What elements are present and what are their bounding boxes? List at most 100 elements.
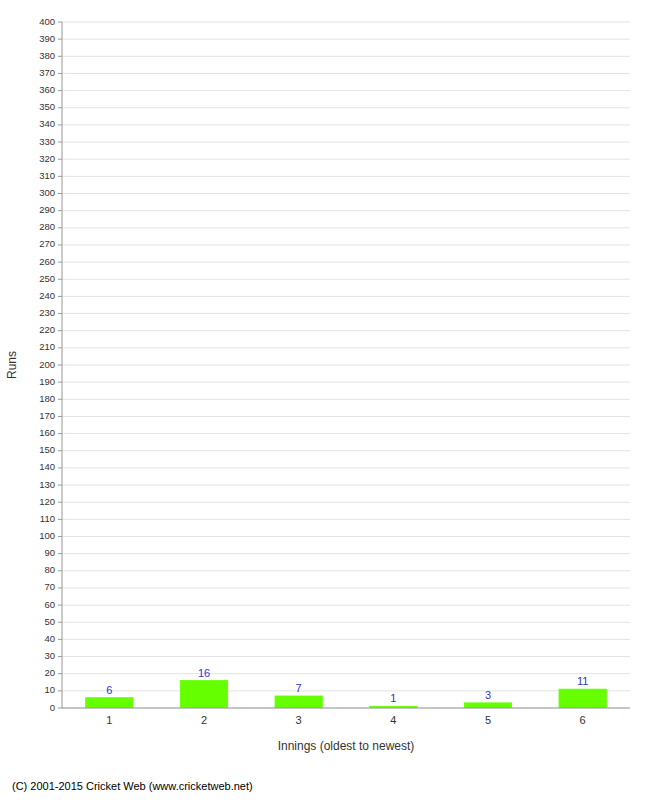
data-label: 1 [390,692,396,704]
grid-line [62,553,630,554]
y-tick [58,502,62,503]
y-tick-label: 40 [44,633,55,644]
y-tick-label: 90 [44,547,55,558]
grid-line [62,502,630,503]
bar [559,689,606,708]
y-tick [58,708,62,709]
y-tick [58,399,62,400]
y-tick-label: 30 [44,650,55,661]
x-axis-label: Innings (oldest to newest) [278,739,415,753]
grid-line [62,90,630,91]
y-tick [58,22,62,23]
y-tick [58,227,62,228]
y-tick [58,485,62,486]
grid-line [62,56,630,57]
grid-line [62,690,630,691]
bar [464,703,511,708]
y-tick-label: 320 [39,153,55,164]
y-tick [58,90,62,91]
grid-line [62,536,630,537]
y-tick [58,107,62,108]
chart-svg: 0102030405060708090100110120130140150160… [0,0,650,800]
y-tick-label: 360 [39,84,55,95]
data-label: 11 [577,675,588,687]
y-tick [58,536,62,537]
y-tick-label: 140 [39,461,55,472]
y-tick [58,433,62,434]
y-tick [58,244,62,245]
x-axis: 123456 [106,714,585,726]
y-tick-label: 310 [39,170,55,181]
y-tick [58,690,62,691]
y-tick [58,159,62,160]
footer-annotation: (C) 2001-2015 Cricket Web (www.cricketwe… [12,780,253,792]
grid-line [62,159,630,160]
y-tick-label: 350 [39,101,55,112]
grid-line [62,382,630,383]
y-tick-label: 10 [44,684,55,695]
y-tick-label: 250 [39,273,55,284]
y-tick [58,347,62,348]
y-tick [58,467,62,468]
grid-line [62,210,630,211]
y-tick-label: 280 [39,221,55,232]
x-tick-label: 4 [390,714,396,726]
grid-line [62,39,630,40]
y-tick [58,416,62,417]
grid-line [62,570,630,571]
y-tick [58,73,62,74]
grid [62,22,630,708]
grid-line [62,124,630,125]
grid-line [62,450,630,451]
y-tick-label: 50 [44,616,55,627]
y-tick [58,656,62,657]
y-tick [58,553,62,554]
y-tick [58,56,62,57]
x-tick-label: 3 [296,714,302,726]
y-tick-label: 60 [44,599,55,610]
y-tick-label: 330 [39,136,55,147]
y-tick-label: 210 [39,341,55,352]
grid-line [62,22,630,23]
y-tick-label: 220 [39,324,55,335]
grid-line [62,227,630,228]
grid-line [62,296,630,297]
x-tick-label: 1 [106,714,112,726]
y-axis-label: Runs [5,351,19,379]
bar [86,698,133,708]
y-tick [58,210,62,211]
y-tick-label: 70 [44,581,55,592]
grid-line [62,262,630,263]
y-tick [58,176,62,177]
y-tick-label: 150 [39,444,55,455]
grid-line [62,399,630,400]
y-tick-label: 110 [40,513,55,524]
y-tick-label: 100 [39,530,55,541]
y-tick [58,382,62,383]
grid-line [62,313,630,314]
y-tick-label: 180 [39,393,55,404]
grid-line [62,485,630,486]
grid-line [62,347,630,348]
y-tick [58,330,62,331]
y-tick [58,365,62,366]
grid-line [62,107,630,108]
grid-line [62,467,630,468]
data-label: 7 [296,682,302,694]
y-tick-label: 120 [39,496,55,507]
y-tick [58,142,62,143]
y-tick-label: 270 [39,238,55,249]
grid-line [62,708,630,709]
grid-line [62,176,630,177]
y-tick-label: 200 [39,359,55,370]
bars [86,681,607,708]
y-tick-label: 130 [39,479,55,490]
grid-line [62,193,630,194]
grid-line [62,656,630,657]
grid-line [62,639,630,640]
y-tick [58,570,62,571]
y-tick-label: 290 [39,204,55,215]
y-tick [58,587,62,588]
y-tick [58,124,62,125]
y-tick-label: 390 [39,33,55,44]
